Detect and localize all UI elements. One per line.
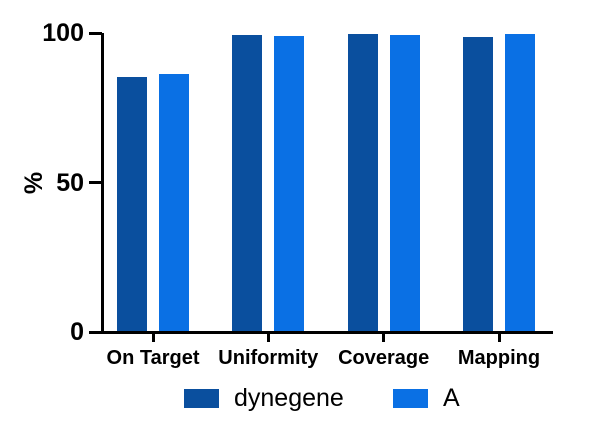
- x-tick-mark: [497, 332, 501, 342]
- x-axis-line: [100, 330, 553, 334]
- x-tick-mark: [382, 332, 386, 342]
- x-category-label-mapping: Mapping: [457, 347, 541, 369]
- bar-dynegene-coverage: [347, 33, 378, 332]
- x-tick-mark: [151, 332, 155, 342]
- y-tick-mark: [89, 31, 102, 35]
- y-tick-label: 0: [70, 318, 84, 346]
- bar-dynegene-on-target: [117, 77, 147, 332]
- y-axis-line: [100, 33, 104, 333]
- bar-a-on-target: [159, 74, 189, 332]
- y-tick-label: 50: [56, 168, 84, 197]
- bar-dynegene-uniformity: [232, 35, 263, 332]
- x-tick-mark: [266, 332, 270, 342]
- bar-a-coverage: [389, 34, 420, 332]
- legend-label: dynegene: [234, 383, 344, 412]
- y-tick-mark: [89, 330, 102, 334]
- x-category-label-uniformity: Uniformity: [218, 347, 319, 369]
- legend-item-a: A: [393, 382, 460, 414]
- bar-a-mapping: [505, 33, 535, 332]
- legend-label: A: [443, 383, 460, 412]
- y-tick-label: 100: [42, 19, 84, 47]
- legend-swatch-dynegene: [184, 388, 219, 408]
- bar-dynegene-mapping: [463, 36, 493, 332]
- x-category-label-on-target: On Target: [106, 347, 200, 369]
- y-tick-mark: [89, 181, 102, 184]
- x-category-label-coverage: Coverage: [338, 347, 430, 369]
- legend-swatch-a: [393, 388, 428, 408]
- bar-a-uniformity: [274, 36, 305, 332]
- legend-item-dynegene: dynegene: [184, 382, 344, 414]
